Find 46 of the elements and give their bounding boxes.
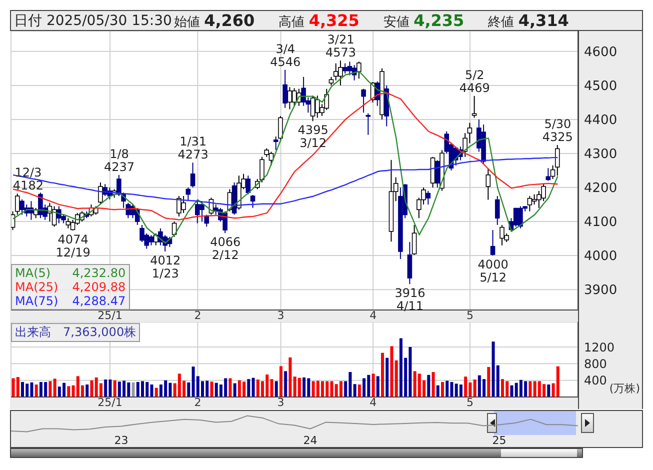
y-tick-label: 1200	[584, 340, 615, 354]
x-tick-label: 2	[194, 396, 202, 409]
text: 高値 4,325	[278, 10, 360, 30]
annotation: 4012 1/23	[150, 253, 181, 280]
x-tick-label: 25/1	[98, 308, 122, 322]
annotation: 4074 12/19	[56, 232, 90, 260]
y-tick-label: 4300	[584, 147, 618, 162]
y-axis-title: (万株)	[609, 381, 640, 396]
x-tick-label: 25	[492, 434, 506, 447]
chart-title: 日付 2025/05/30 15:30	[14, 12, 172, 30]
annotation: 4000 5/12	[478, 258, 508, 285]
y-tick-label: 400	[584, 374, 607, 388]
x-tick-label: 4	[370, 308, 377, 322]
y-tick-label: 4500	[584, 79, 618, 94]
text: 始値 4,260	[174, 10, 255, 30]
x-tick-label: 23	[114, 434, 128, 447]
annotation: 3/4 4546	[270, 42, 301, 69]
text: MA(5) 4,232.80	[15, 266, 126, 280]
y-tick-label: 4600	[584, 45, 618, 60]
text: 終値 4,314	[488, 10, 569, 30]
y-tick-label: 4400	[584, 113, 618, 128]
annotation: 5/30 4325	[542, 116, 573, 144]
chart-title: 出来高 7,363,000株	[11, 323, 140, 342]
annotation: 12/3 4182	[12, 166, 44, 193]
annotation: 3/21 4573	[325, 32, 356, 60]
y-tick-label: 800	[584, 356, 607, 371]
y-tick-label: 4000	[584, 249, 618, 264]
text: 安値 4,235	[383, 10, 464, 30]
text: MA(25) 4,209.88	[15, 280, 126, 294]
x-tick-label: 5	[466, 308, 474, 322]
x-tick-label: 25/1	[98, 396, 122, 409]
annotation: 4066 2/12	[210, 235, 241, 262]
x-tick-label: 24	[303, 434, 318, 447]
text: MA(75) 4,288.47	[15, 294, 126, 308]
x-tick-label: 3	[277, 396, 284, 409]
annotation: 1/31 4273	[178, 134, 208, 162]
x-tick-label: 4	[370, 396, 377, 409]
y-tick-label: 4200	[584, 181, 618, 196]
x-tick-label: 2	[194, 308, 202, 322]
x-tick-label: 5	[466, 396, 474, 409]
y-tick-label: 4100	[584, 215, 618, 230]
annotation: 3916 4/11	[394, 286, 426, 314]
x-tick-label: 3	[277, 308, 284, 322]
annotation: 1/8 4237	[104, 146, 135, 174]
annotation: 5/2 4469	[459, 68, 490, 95]
y-tick-label: 3900	[584, 283, 618, 298]
